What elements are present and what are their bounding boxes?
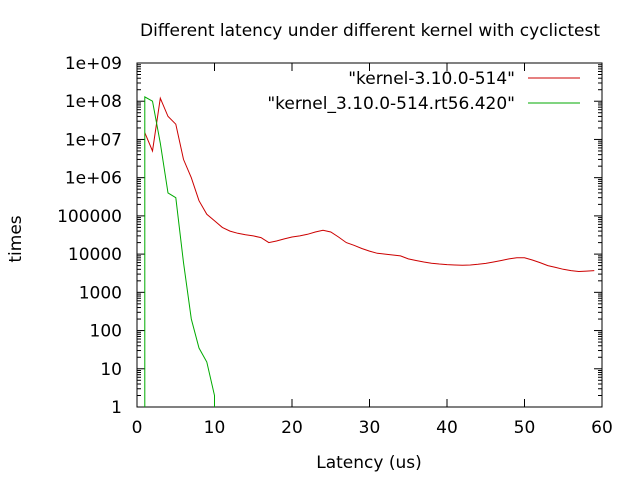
legend: "kernel-3.10.0-514" "kernel_3.10.0-514.rt… [267, 69, 580, 114]
y-axis-label: times [6, 215, 26, 262]
y-tick-label: 1e+08 [65, 92, 122, 112]
x-tick-label: 20 [281, 418, 303, 438]
series-line-2 [144, 96, 215, 407]
ticks-layer: 0 10 20 30 40 50 60 1 10 100 1000 10000 100000 1e+06 1… [57, 54, 613, 438]
y-tick-label: 1 [111, 398, 122, 418]
y-tick-label: 100 [90, 322, 122, 342]
x-axis-label: Latency (us) [316, 453, 422, 473]
y-tick-label: 10 [100, 360, 122, 380]
series-line-1 [144, 96, 595, 273]
x-tick-label: 60 [591, 418, 613, 438]
x-tick-label: 30 [359, 418, 381, 438]
x-tick-label: 10 [204, 418, 226, 438]
legend-label-1: "kernel-3.10.0-514" [348, 69, 515, 89]
legend-label-2: "kernel_3.10.0-514.rt56.420" [267, 94, 515, 114]
x-tick-label: 50 [514, 418, 536, 438]
y-tick-label: 1e+07 [65, 130, 122, 150]
series-layer [144, 96, 595, 407]
plot-frame [136, 62, 603, 408]
x-tick-label: 40 [436, 418, 458, 438]
y-tick-label: 100000 [57, 207, 122, 227]
chart-title: Different latency under different kernel… [140, 21, 600, 41]
x-tick-label: 0 [132, 418, 143, 438]
y-tick-label: 10000 [68, 245, 122, 265]
y-tick-label: 1e+09 [65, 54, 122, 74]
y-tick-label: 1e+06 [65, 169, 122, 189]
y-tick-label: 1000 [79, 283, 122, 303]
